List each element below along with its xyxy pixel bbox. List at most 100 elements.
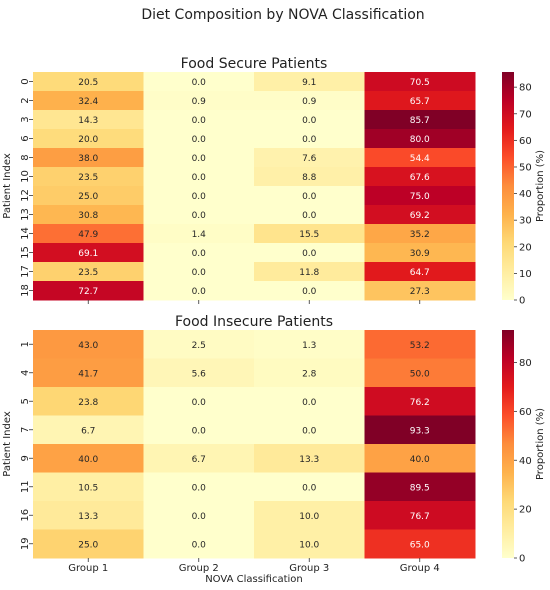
cell-value-label: 0.0 (192, 249, 207, 259)
cell-value-label: 0.0 (192, 398, 207, 408)
cell-value-label: 65.7 (410, 97, 430, 107)
heatmap-cell (254, 387, 365, 416)
cell-value-label: 0.0 (302, 192, 317, 202)
heatmap-food-secure: Food Secure Patients 20.5 0.0 9.1 70.5 32.4 0.… (2, 56, 546, 307)
cell-value-label: 0.9 (302, 97, 317, 107)
cell-value-label: 20.5 (78, 78, 98, 88)
cell-value-label: 75.0 (410, 192, 430, 202)
heatmap-cell (143, 110, 255, 130)
cell-value-label: 0.0 (192, 287, 207, 297)
heatmap-cell (33, 205, 144, 225)
heatmap-cell (254, 148, 365, 168)
heatmap-cell (33, 167, 144, 187)
cell-value-label: 9.1 (302, 78, 316, 88)
y-tick-label: 7 (20, 427, 31, 433)
y-axis-label: Patient Index (2, 153, 13, 219)
y-tick-label: 9 (20, 455, 31, 461)
cell-value-label: 41.7 (78, 369, 98, 379)
cell-value-label: 0.0 (192, 154, 207, 164)
heatmap-cell (364, 444, 476, 473)
cell-value-label: 40.0 (410, 455, 430, 465)
heatmap-cell (364, 91, 476, 111)
heatmap-cell (364, 529, 476, 559)
heatmap-cell (364, 330, 476, 359)
cell-value-label: 35.2 (410, 230, 430, 240)
heatmap-cell (143, 167, 255, 187)
colorbar-tick-label: 50 (519, 162, 532, 173)
heatmap-cell (364, 129, 476, 149)
colorbar-tick-label: 60 (519, 407, 532, 418)
heatmap-cell (254, 243, 365, 263)
colorbar-tick-label: 80 (519, 358, 532, 369)
heatmap-cell (254, 205, 365, 225)
heatmap-cell (254, 472, 365, 502)
y-tick-label: 12 (20, 189, 31, 202)
cell-value-label: 30.9 (410, 249, 430, 259)
y-tick-label: 8 (20, 154, 31, 160)
cell-value-label: 8.8 (302, 173, 317, 183)
cell-value-label: 6.7 (81, 426, 95, 436)
cell-value-label: 27.3 (410, 287, 430, 297)
cell-value-label: 93.3 (410, 426, 430, 436)
y-tick-label: 13 (20, 208, 31, 221)
cell-value-label: 67.6 (410, 173, 430, 183)
heatmap-cell (254, 186, 365, 206)
heatmap-cell (254, 72, 365, 92)
y-tick-label: 15 (20, 246, 31, 259)
heatmap-cell (33, 91, 144, 111)
cell-value-label: 25.0 (78, 192, 98, 202)
cell-value-label: 2.5 (192, 341, 206, 351)
cell-value-label: 76.7 (410, 512, 430, 522)
cell-value-label: 13.3 (78, 512, 98, 522)
y-tick-label: 2 (20, 97, 31, 103)
heatmap-cell (254, 129, 365, 149)
cell-value-label: 10.0 (299, 540, 319, 550)
heatmap-cell (143, 72, 255, 92)
heatmap-cell (33, 110, 144, 130)
cell-value-label: 32.4 (78, 97, 98, 107)
heatmap-cell (33, 415, 144, 445)
cell-value-label: 0.0 (302, 116, 317, 126)
colorbar-tick-label: 60 (519, 136, 532, 147)
cell-value-label: 54.4 (410, 154, 430, 164)
cell-value-label: 0.0 (192, 426, 207, 436)
heatmap-cell (143, 243, 255, 263)
heatmap-cell (33, 186, 144, 206)
colorbar-tick-label: 10 (519, 269, 532, 280)
figure-title: Diet Composition by NOVA Classification (141, 7, 424, 23)
colorbar-tick-label: 0 (519, 296, 525, 307)
cell-value-label: 0.0 (192, 192, 207, 202)
y-tick-label: 1 (20, 341, 31, 347)
y-tick-label: 17 (20, 265, 31, 278)
cell-value-label: 72.7 (78, 287, 98, 297)
cell-value-label: 0.0 (192, 116, 207, 126)
y-tick-label: 19 (20, 537, 31, 550)
heatmap-cell (33, 129, 144, 149)
panel-title: Food Secure Patients (181, 56, 328, 72)
cell-value-label: 5.6 (192, 369, 207, 379)
y-tick-label: 14 (20, 227, 31, 240)
heatmap-cell (254, 110, 365, 130)
cell-value-label: 0.0 (192, 173, 207, 183)
x-tick-label: Group 3 (289, 563, 329, 574)
heatmap-cell (364, 501, 476, 530)
cell-value-label: 69.1 (78, 249, 98, 259)
heatmap-cell (254, 415, 365, 445)
heatmap-cell (364, 186, 476, 206)
colorbar-tick-label: 70 (519, 109, 532, 120)
y-tick-label: 18 (20, 284, 31, 297)
heatmap-cell (33, 330, 144, 359)
cell-value-label: 0.0 (302, 398, 317, 408)
y-tick-label: 11 (20, 480, 31, 493)
heatmap-cell (364, 262, 476, 282)
heatmap-cell (143, 444, 255, 473)
cell-value-label: 50.0 (410, 369, 430, 379)
y-tick-label: 10 (20, 170, 31, 183)
cell-value-label: 65.0 (410, 540, 430, 550)
cell-value-label: 70.5 (410, 78, 430, 88)
colorbar-label: Proportion (%) (535, 408, 546, 480)
cell-value-label: 1.4 (192, 230, 207, 240)
heatmap-cell (143, 358, 255, 388)
cell-value-label: 0.0 (192, 135, 207, 145)
